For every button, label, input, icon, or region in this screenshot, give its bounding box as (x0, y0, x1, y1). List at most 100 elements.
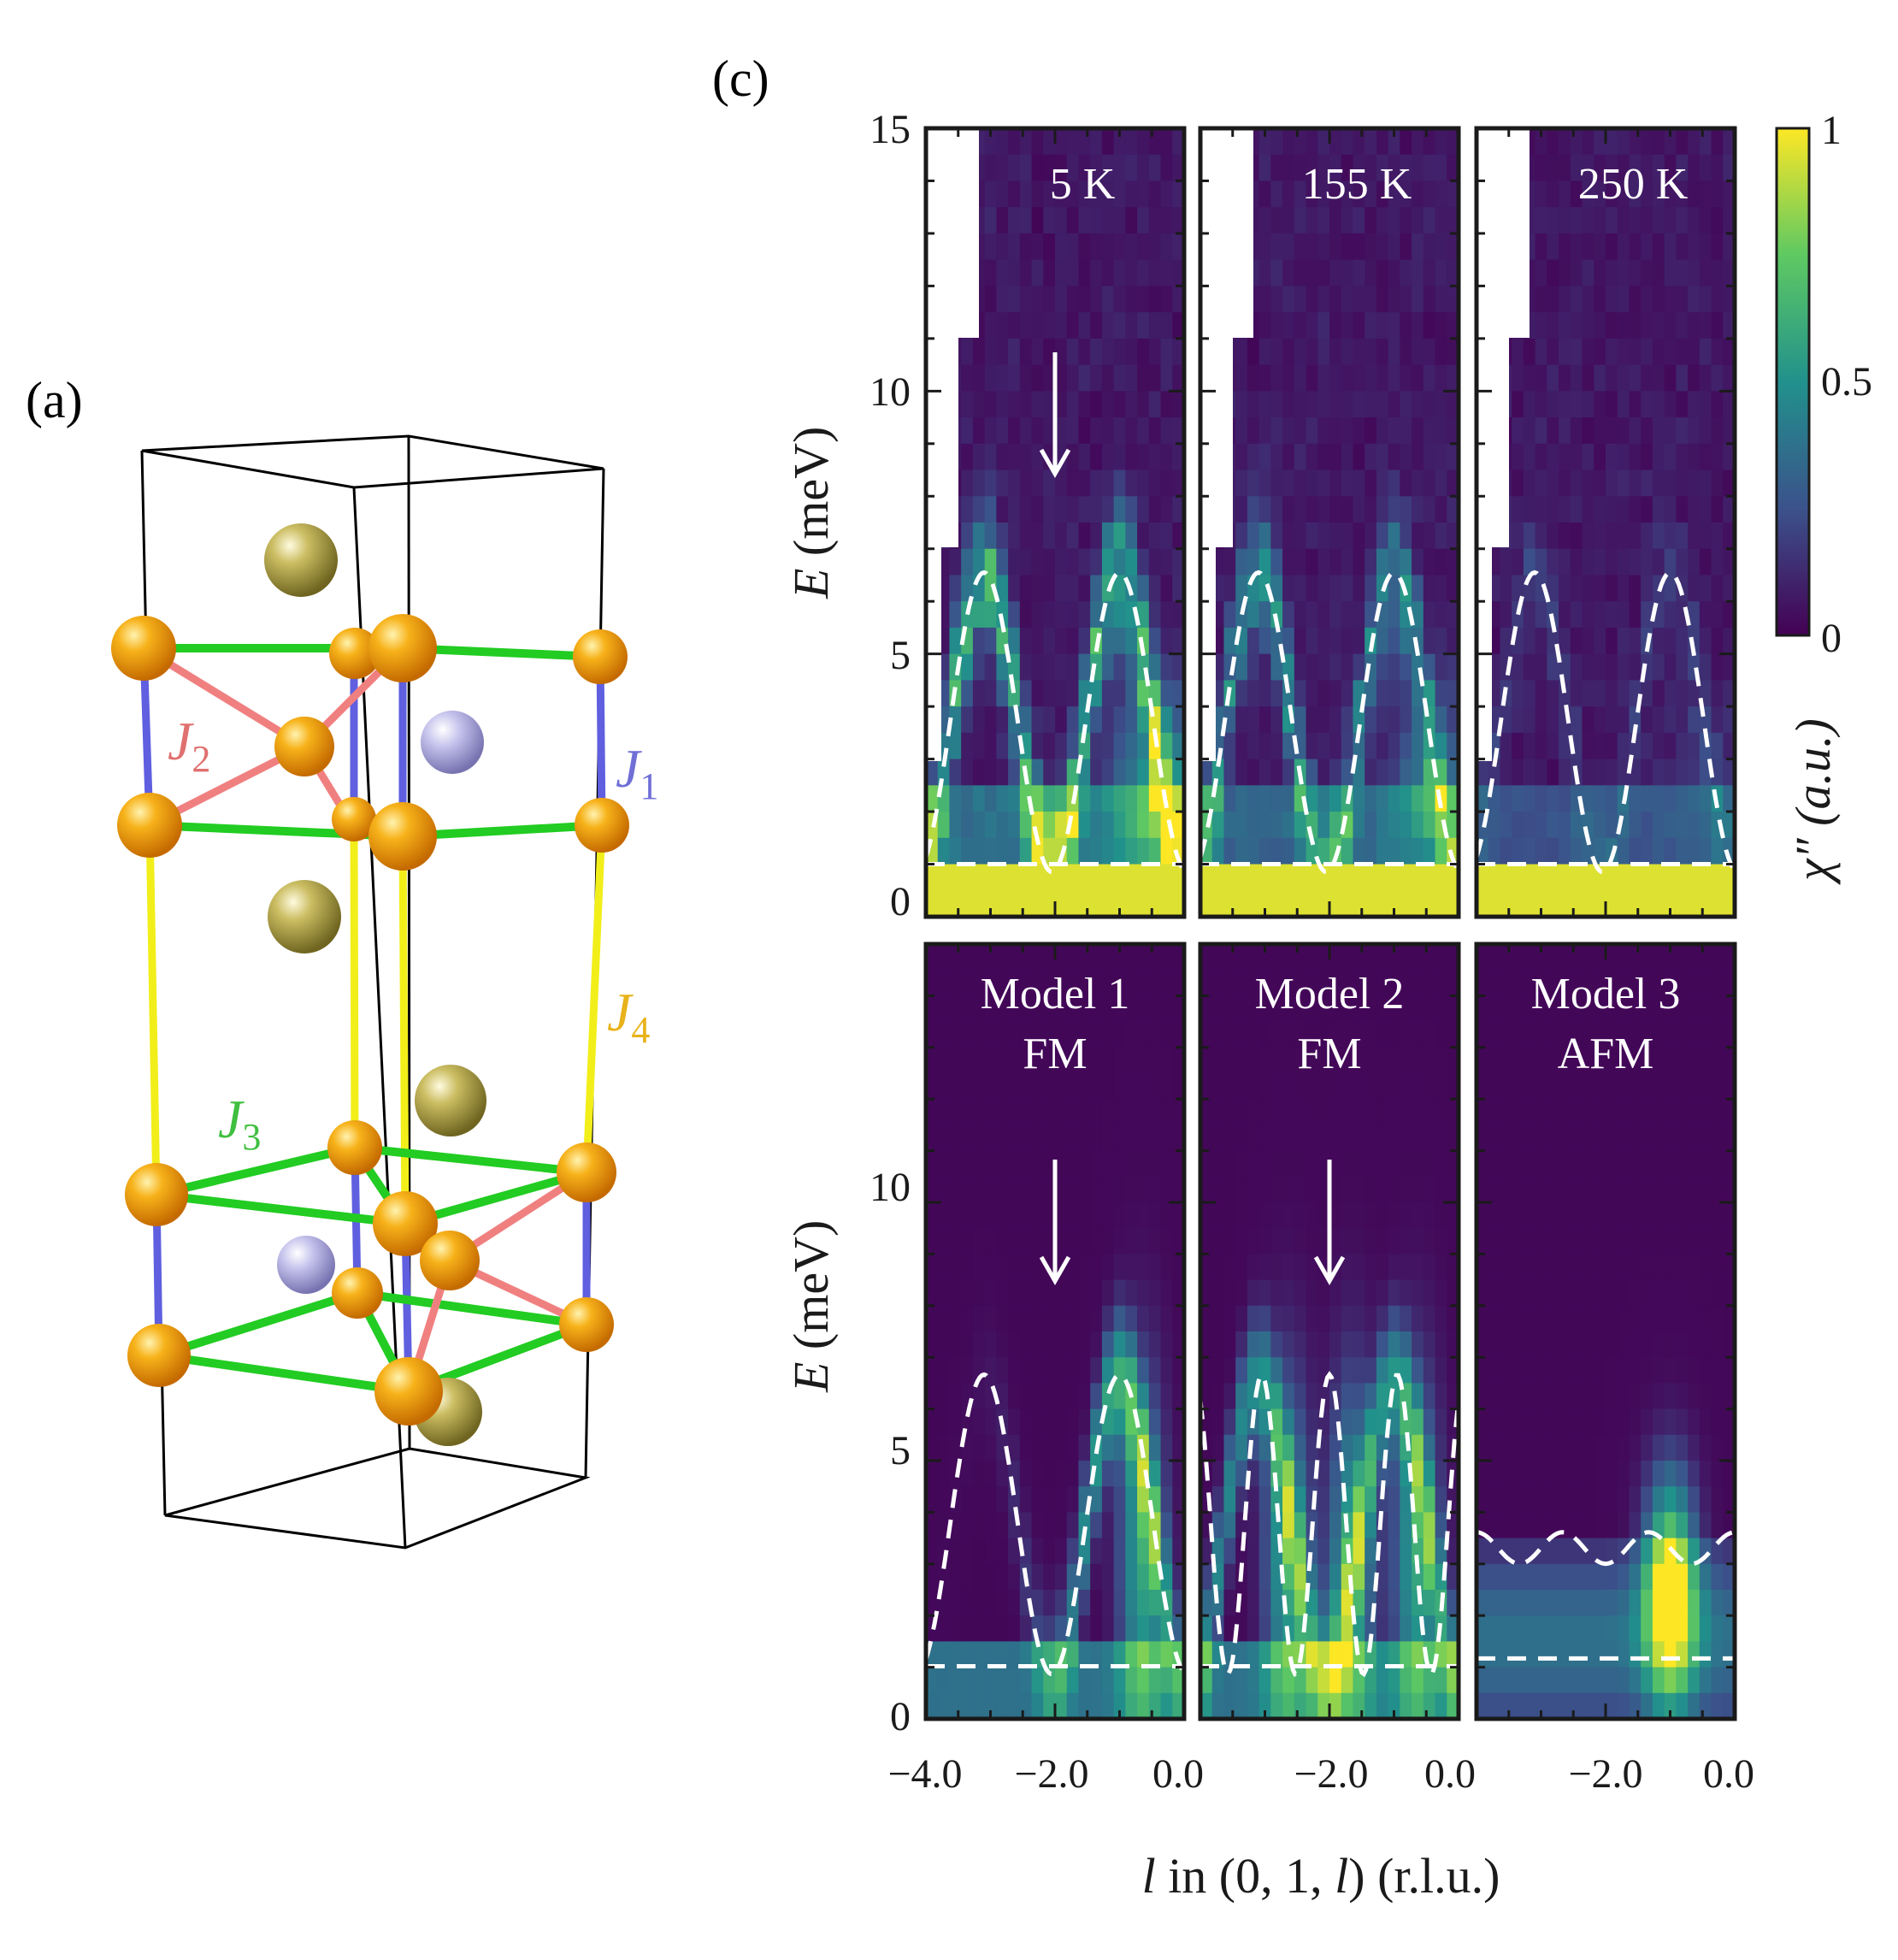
heatmap-cell (1008, 391, 1021, 418)
heatmap-cell (1641, 1125, 1653, 1152)
heatmap-cell (1723, 1150, 1736, 1178)
heatmap-cell (1547, 1538, 1559, 1565)
heatmap-cell (1594, 259, 1606, 286)
heatmap-cell (1435, 1331, 1447, 1358)
heatmap-cell (1353, 1408, 1365, 1436)
heatmap-cell (996, 1099, 1009, 1125)
heatmap-cell (1711, 180, 1724, 208)
heatmap-cell (1247, 1150, 1260, 1178)
heatmap-cell (1031, 364, 1044, 392)
heatmap-cell (1435, 1228, 1447, 1255)
heatmap-cell (1547, 837, 1559, 865)
heatmap-cell (1090, 1357, 1103, 1384)
heatmap-cell (1376, 1202, 1389, 1229)
heatmap-cell (1512, 575, 1524, 602)
panel-a-label: (a) (26, 372, 83, 428)
heatmap-cell (1676, 995, 1689, 1023)
heatmap-cell (1125, 233, 1138, 261)
heatmap-cell (1031, 1176, 1044, 1203)
heatmap-cell (1547, 1692, 1559, 1720)
heatmap-cell (1019, 1254, 1033, 1281)
heatmap-cell (1711, 1047, 1724, 1074)
heatmap-cell (1488, 1047, 1501, 1074)
heatmap-cell (1570, 575, 1583, 602)
heatmap-cell (1055, 1357, 1068, 1384)
heatmap-cell (1341, 1099, 1354, 1125)
heatmap-cell (1559, 207, 1571, 234)
heatmap-cell (1160, 864, 1173, 891)
heatmap-cell (1306, 864, 1318, 891)
heatmap-cell (1617, 338, 1630, 366)
heatmap-cell (1211, 1408, 1225, 1436)
heatmap-cell (1477, 785, 1489, 812)
heatmap-cell (1711, 286, 1724, 313)
heatmap-cell (1400, 1047, 1412, 1074)
heatmap-cell (1211, 1073, 1225, 1100)
heatmap-cell (1329, 1150, 1342, 1178)
heatmap-cell (996, 575, 1009, 602)
heatmap-cell (949, 1615, 962, 1642)
heatmap-cell (1664, 522, 1677, 550)
heatmap-cell (1148, 1150, 1162, 1178)
heatmap-cell (1066, 1021, 1080, 1048)
heatmap-cell (1137, 1099, 1150, 1125)
heatmap-cell (1211, 1099, 1225, 1125)
heatmap-cell (1435, 312, 1447, 339)
heatmap-cell (1500, 1357, 1512, 1384)
heatmap-cell (1535, 180, 1547, 208)
heatmap-cell (1606, 1512, 1618, 1539)
heatmap-cell (1223, 890, 1236, 918)
heatmap-cell (1172, 417, 1185, 445)
heatmap-cell (1664, 338, 1677, 366)
heatmap-cell (1137, 970, 1150, 996)
heatmap-cell (1235, 970, 1248, 996)
heatmap-cell (1582, 286, 1594, 313)
heatmap-cell (1019, 1331, 1033, 1358)
heatmap-cell (1512, 890, 1524, 918)
heatmap-cell (1306, 391, 1318, 418)
heatmap-cell (1294, 312, 1307, 339)
heatmap-cell (1172, 1176, 1185, 1203)
heatmap-cell (1606, 706, 1618, 734)
heatmap-cell (1113, 1021, 1126, 1048)
heatmap-cell (1317, 706, 1330, 734)
heatmap-cell (1365, 180, 1377, 208)
heatmap-cell (1008, 759, 1021, 786)
heatmap-cell (1137, 417, 1150, 445)
heatmap-cell (1664, 233, 1677, 261)
heatmap-cell (937, 1125, 951, 1152)
heatmap-cell (1523, 1563, 1536, 1591)
heatmap-cell (1090, 522, 1103, 550)
heatmap-cell (1247, 522, 1260, 550)
heatmap-cell (1423, 312, 1436, 339)
heatmap-cell (1400, 1641, 1412, 1668)
heatmap-cell (1365, 1125, 1377, 1152)
heatmap-cell (1055, 1073, 1068, 1100)
heatmap-cell (1043, 1641, 1056, 1668)
heatmap-cell (1329, 812, 1342, 839)
heatmap-cell (1423, 364, 1436, 392)
heatmap-cell (1641, 1538, 1653, 1565)
heatmap-cell (1400, 1408, 1412, 1436)
heatmap-cell (1113, 548, 1126, 576)
heatmap-cell (1078, 312, 1091, 339)
heatmap-cell (1594, 180, 1606, 208)
heatmap-cell (1294, 1331, 1307, 1358)
heatmap-cell (1547, 1099, 1559, 1125)
heatmap-cell (1172, 469, 1185, 497)
heatmap-cell (1200, 1331, 1213, 1358)
heatmap-cell (1101, 1228, 1115, 1255)
dispersion-curve (1474, 570, 1737, 874)
heatmap-cell (1606, 864, 1618, 891)
heatmap-cell (961, 653, 974, 681)
heatmap-cell (1570, 286, 1583, 313)
heatmap-cell (1629, 469, 1642, 497)
heatmap-cell (1723, 732, 1736, 760)
heatmap-cell (1223, 1408, 1236, 1436)
heatmap-cell (1247, 1125, 1260, 1152)
heatmap-cell (1500, 1615, 1512, 1642)
heatmap-cell (1641, 785, 1653, 812)
heatmap-cell (1148, 496, 1162, 523)
heatmap-cell (1500, 706, 1512, 734)
